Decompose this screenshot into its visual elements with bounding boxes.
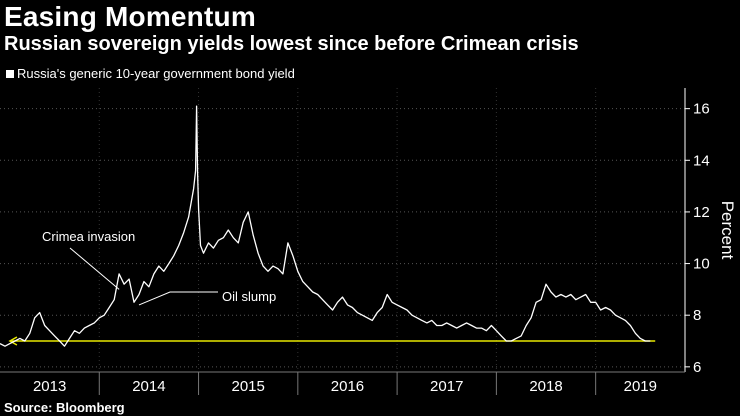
legend-swatch <box>6 69 14 78</box>
y-tick-label: 10 <box>693 256 710 273</box>
x-tick-label: 2017 <box>430 378 463 395</box>
x-tick-label: 2013 <box>33 378 66 395</box>
x-tick-label: 2014 <box>132 378 165 395</box>
y-tick-label: 8 <box>693 307 701 324</box>
annotation-oil-slump: Oil slump <box>222 289 276 304</box>
series-line-0 <box>0 105 651 347</box>
y-tick-label: 6 <box>693 359 701 376</box>
y-axis <box>0 88 686 373</box>
annotations-group: Crimea invasion Oil slump <box>42 229 276 306</box>
x-tick-labels: 2013 2014 2015 2016 2017 2018 2019 <box>33 378 657 395</box>
annotation-crimea-invasion: Crimea invasion <box>42 229 135 244</box>
chart-title: Easing Momentum <box>4 1 256 32</box>
chart-legend: Russia's generic 10-year government bond… <box>6 66 295 81</box>
chart-subtitle: Russian sovereign yields lowest since be… <box>4 33 579 55</box>
gridlines <box>0 108 690 368</box>
x-tick-label: 2016 <box>331 378 364 395</box>
y-tick-label: 16 <box>693 101 710 118</box>
y-tick-label: 14 <box>693 152 710 169</box>
year-separators <box>98 88 597 395</box>
x-tick-label: 2019 <box>624 378 657 395</box>
y-axis-label: Percent <box>718 201 737 260</box>
x-tick-label: 2015 <box>232 378 265 395</box>
series-group <box>0 105 651 347</box>
reference-arrowhead <box>8 336 18 346</box>
y-tick-labels: 6 8 10 12 14 16 <box>693 101 710 376</box>
x-tick-label: 2018 <box>529 378 562 395</box>
legend-label: Russia's generic 10-year government bond… <box>17 66 295 81</box>
annotation-oil-leader <box>138 291 218 306</box>
source-note: Source: Bloomberg <box>4 400 125 415</box>
y-tick-label: 12 <box>693 204 710 221</box>
annotation-crimea-leader <box>69 247 120 290</box>
reference-line-group <box>8 336 656 346</box>
